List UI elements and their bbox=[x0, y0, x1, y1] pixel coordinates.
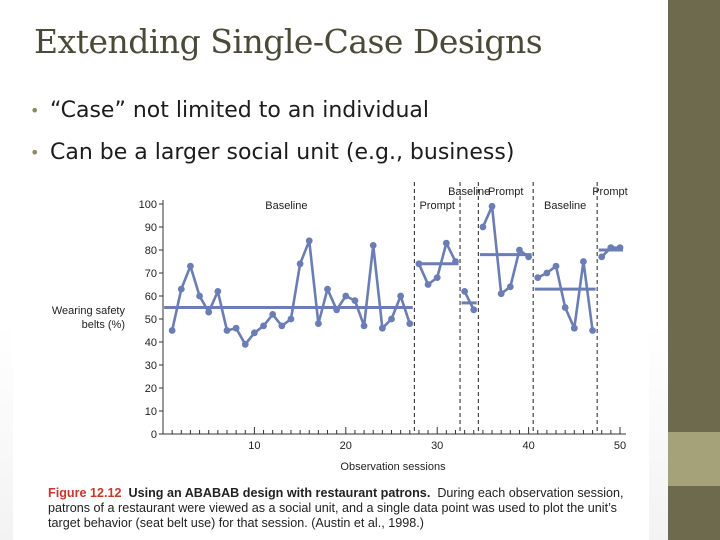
series-line bbox=[170, 239, 412, 346]
phase-label: Prompt bbox=[419, 200, 454, 212]
data-point bbox=[351, 297, 359, 304]
data-point bbox=[534, 274, 542, 281]
data-point bbox=[570, 324, 578, 332]
data-point bbox=[360, 322, 368, 330]
data-point bbox=[607, 244, 615, 252]
data-point bbox=[598, 253, 606, 261]
data-point bbox=[543, 269, 551, 277]
phase-label: Prompt bbox=[488, 186, 523, 198]
data-point bbox=[214, 288, 222, 295]
bullet-text: Can be a larger social unit (e.g., busin… bbox=[50, 140, 515, 165]
x-tick-label: 20 bbox=[340, 440, 352, 452]
data-point bbox=[269, 311, 277, 318]
y-tick-label: 0 bbox=[151, 429, 157, 441]
y-tick-label: 100 bbox=[139, 199, 157, 211]
data-point bbox=[378, 324, 386, 332]
data-point bbox=[388, 315, 395, 323]
data-point bbox=[616, 244, 624, 252]
data-point bbox=[324, 285, 331, 293]
data-point bbox=[333, 306, 341, 314]
bullet-text: “Case” not limited to an individual bbox=[50, 98, 430, 123]
data-point bbox=[506, 283, 514, 291]
data-point bbox=[260, 322, 267, 330]
data-point bbox=[205, 308, 213, 316]
slide-title: Extending Single-Case Designs bbox=[34, 22, 543, 61]
data-point bbox=[305, 237, 313, 245]
data-point bbox=[415, 260, 423, 268]
data-point bbox=[342, 292, 350, 300]
x-axis-label: Observation sessions bbox=[340, 461, 446, 473]
series-line bbox=[463, 290, 475, 311]
data-point bbox=[433, 274, 441, 281]
y-tick-label: 40 bbox=[145, 337, 157, 349]
data-point bbox=[461, 288, 469, 295]
data-point bbox=[369, 242, 377, 249]
data-point bbox=[442, 239, 450, 247]
phase-label: Baseline bbox=[544, 200, 586, 212]
data-point bbox=[168, 327, 176, 334]
phase-label: Baseline bbox=[448, 186, 490, 198]
y-axis-label-line1: Wearing safety bbox=[52, 305, 126, 317]
data-point bbox=[287, 315, 295, 323]
data-point bbox=[561, 304, 569, 311]
y-tick-label: 50 bbox=[145, 314, 157, 326]
caption-text: During each observation session, patrons… bbox=[48, 486, 624, 530]
data-point bbox=[479, 223, 487, 231]
x-tick-label: 10 bbox=[248, 440, 260, 452]
data-point bbox=[187, 262, 194, 270]
data-point bbox=[278, 322, 286, 330]
y-tick-label: 60 bbox=[145, 291, 157, 303]
data-point bbox=[251, 329, 258, 337]
figure-caption: Figure 12.12 Using an ABABAB design with… bbox=[48, 486, 638, 531]
data-point bbox=[452, 258, 459, 265]
data-point bbox=[552, 262, 560, 270]
data-point bbox=[314, 320, 322, 327]
y-tick-label: 10 bbox=[145, 406, 157, 418]
x-tick-label: 30 bbox=[431, 440, 443, 452]
bullet-item: • Can be a larger social unit (e.g., busi… bbox=[30, 138, 514, 180]
data-point bbox=[397, 292, 405, 300]
y-tick-label: 70 bbox=[145, 268, 157, 280]
x-tick-label: 50 bbox=[614, 440, 626, 452]
x-tick-label: 40 bbox=[522, 440, 534, 452]
phase-label: Prompt bbox=[592, 186, 627, 198]
data-point bbox=[516, 246, 523, 254]
bullet-list: • “Case” not limited to an individual • Ca… bbox=[30, 96, 514, 180]
data-point bbox=[589, 327, 596, 334]
data-point bbox=[406, 320, 414, 327]
data-point bbox=[580, 258, 587, 265]
data-point bbox=[424, 281, 432, 288]
bullet-item: • “Case” not limited to an individual bbox=[30, 96, 514, 138]
y-tick-label: 80 bbox=[145, 245, 157, 257]
caption-title: Using an ABABAB design with restaurant p… bbox=[128, 486, 431, 500]
figure-panel: Wearing safety belts (%) Observation ses… bbox=[13, 178, 649, 540]
bullet-dot-icon: • bbox=[30, 143, 40, 162]
y-axis-label-line2: belts (%) bbox=[82, 319, 125, 331]
side-accent-light-block bbox=[668, 432, 720, 486]
bullet-dot-icon: • bbox=[30, 101, 40, 120]
data-point bbox=[488, 202, 496, 210]
data-point bbox=[196, 292, 203, 300]
data-point bbox=[223, 327, 231, 334]
data-point bbox=[232, 324, 240, 332]
y-tick-label: 20 bbox=[145, 383, 157, 395]
data-point bbox=[525, 253, 532, 261]
phase-label: Baseline bbox=[265, 200, 307, 212]
data-point bbox=[296, 260, 304, 268]
caption-figure-number: Figure 12.12 bbox=[48, 486, 122, 500]
data-point bbox=[470, 306, 478, 314]
side-accent-bottom-block bbox=[668, 486, 720, 540]
abab-line-chart: Wearing safety belts (%) Observation ses… bbox=[52, 182, 628, 473]
y-tick-label: 30 bbox=[145, 360, 157, 372]
data-point bbox=[241, 340, 249, 348]
y-tick-label: 90 bbox=[145, 222, 157, 234]
data-point bbox=[177, 285, 185, 293]
data-point bbox=[497, 290, 505, 298]
